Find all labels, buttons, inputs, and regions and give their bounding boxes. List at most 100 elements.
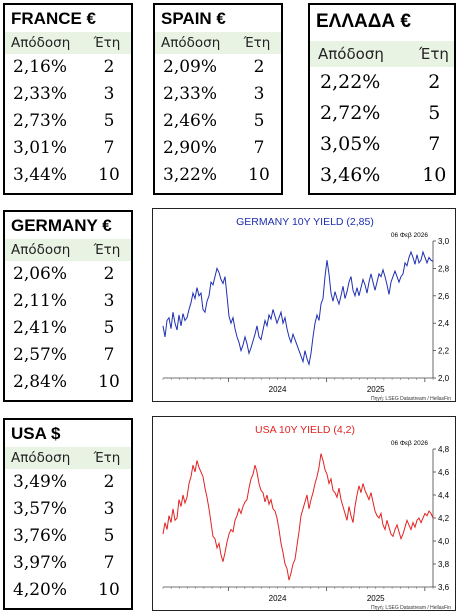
usa-yield-chart: USA 10Y YIELD (4,2) 06 Φεβ 2026 4,8 4,6 4,4 4…: [152, 416, 456, 611]
spain-col-yield: Απόδοση: [161, 35, 221, 51]
greece-title: ΕΛΛΑΔΑ €: [316, 11, 411, 32]
chart-source: Πηγή: LSEG Datastream / HellasFin: [371, 395, 451, 402]
greece-header: Απόδοση Έτη: [310, 41, 454, 67]
yield-cell: 2,73%: [13, 111, 68, 131]
spain-header: Απόδοση Έτη: [155, 32, 281, 54]
yield-cell: 2,90%: [163, 138, 218, 158]
years-cell: 2: [103, 472, 115, 492]
table-row: 2,16% 2: [5, 54, 131, 81]
germany-yield-chart: GERMANY 10Y YIELD (2,85) 06 Φεβ 2026 3,0 2,…: [152, 208, 456, 402]
y-tick-label: 2,4: [438, 319, 450, 328]
usa-rows: 3,49% 2 3,57% 3 3,76% 5 3,97% 7 4,20% 10: [5, 469, 131, 604]
yield-cell: 2,41%: [13, 318, 68, 338]
yield-cell: 3,49%: [13, 472, 68, 492]
table-row: 2,22% 2: [310, 67, 454, 98]
table-row: 3,57% 3: [5, 496, 131, 523]
table-row: 3,44% 10: [5, 162, 131, 189]
france-col-years: Έτη: [93, 35, 121, 51]
x-tick-label: 2025: [367, 594, 385, 603]
spain-yield-table: SPAIN € Απόδοση Έτη 2,09% 2 2,33% 3 2,46% 5…: [153, 3, 283, 195]
chart-source: Πηγή: LSEG Datastream / HellasFin: [371, 604, 451, 611]
y-tick-label: 2,8: [438, 264, 450, 273]
table-row: 3,01% 7: [5, 135, 131, 162]
table-row: 2,46% 5: [155, 108, 281, 135]
years-cell: 5: [103, 526, 115, 546]
usa-title: USA $: [11, 424, 61, 443]
yield-cell: 3,97%: [13, 553, 68, 573]
usa-yield-table: USA $ Απόδοση Έτη 3,49% 2 3,57% 3 3,76% 5 3…: [3, 418, 133, 610]
years-cell: 7: [253, 138, 265, 158]
table-row: 2,73% 5: [5, 108, 131, 135]
yield-cell: 3,44%: [13, 165, 68, 185]
spain-rows: 2,09% 2 2,33% 3 2,46% 5 2,90% 7 3,22% 10: [155, 54, 281, 189]
spain-title: SPAIN €: [161, 9, 226, 28]
series-line: [162, 250, 434, 367]
years-cell: 2: [103, 264, 115, 284]
yield-cell: 3,05%: [320, 133, 381, 155]
usa-col-years: Έτη: [93, 450, 121, 466]
yield-cell: 3,76%: [13, 526, 68, 546]
x-tick-label: 2024: [269, 594, 287, 603]
yield-cell: 4,20%: [13, 580, 68, 600]
years-cell: 3: [253, 84, 265, 104]
yield-cell: 2,06%: [13, 264, 68, 284]
yield-cell: 3,01%: [13, 138, 68, 158]
years-cell: 10: [98, 580, 120, 600]
greece-col-yield: Απόδοση: [318, 45, 384, 63]
y-tick-label: 3,0: [438, 237, 450, 246]
chart-date-label: 06 Φεβ 2026: [391, 440, 429, 447]
x-tick-label: 2024: [269, 385, 287, 394]
years-cell: 5: [428, 102, 441, 124]
yield-cell: 2,33%: [13, 84, 68, 104]
years-cell: 5: [253, 111, 265, 131]
table-row: 2,57% 7: [5, 342, 131, 369]
y-tick-label: 4,4: [438, 491, 450, 500]
yield-cell: 2,16%: [13, 57, 68, 77]
years-cell: 3: [103, 291, 115, 311]
table-row: 2,41% 5: [5, 315, 131, 342]
table-row: 2,33% 3: [155, 81, 281, 108]
years-cell: 10: [422, 164, 447, 186]
table-row: 3,76% 5: [5, 523, 131, 550]
years-cell: 7: [103, 138, 115, 158]
yield-cell: 3,57%: [13, 499, 68, 519]
france-col-yield: Απόδοση: [11, 35, 71, 51]
germany-title: GERMANY €: [11, 216, 112, 235]
france-rows: 2,16% 2 2,33% 3 2,73% 5 3,01% 7 3,44% 10: [5, 54, 131, 189]
years-cell: 2: [103, 57, 115, 77]
germany-header: Απόδοση Έτη: [5, 239, 131, 261]
table-row: 2,06% 2: [5, 261, 131, 288]
table-row: 3,49% 2: [5, 469, 131, 496]
years-cell: 5: [103, 111, 115, 131]
y-tick-label: 4,8: [438, 445, 450, 454]
table-row: 2,90% 7: [155, 135, 281, 162]
table-row: 2,33% 3: [5, 81, 131, 108]
chart-date-label: 06 Φεβ 2026: [391, 232, 429, 239]
yield-cell: 2,09%: [163, 57, 218, 77]
y-tick-label: 2,2: [438, 347, 450, 356]
table-row: 4,20% 10: [5, 577, 131, 604]
table-row: 2,09% 2: [155, 54, 281, 81]
greece-rows: 2,22% 2 2,72% 5 3,05% 7 3,46% 10: [310, 67, 454, 191]
greece-col-years: Έτη: [419, 45, 449, 63]
years-cell: 2: [428, 71, 441, 93]
table-row: 3,46% 10: [310, 160, 454, 191]
years-cell: 7: [103, 345, 115, 365]
yield-cell: 2,72%: [320, 102, 381, 124]
usa-col-yield: Απόδοση: [11, 450, 71, 466]
yield-cell: 2,22%: [320, 71, 381, 93]
years-cell: 2: [253, 57, 265, 77]
chart-title: USA 10Y YIELD (4,2): [255, 424, 355, 436]
x-tick-label: 2025: [367, 385, 385, 394]
yield-cell: 2,11%: [13, 291, 68, 311]
years-cell: 7: [428, 133, 441, 155]
years-cell: 10: [248, 165, 270, 185]
table-row: 3,05% 7: [310, 129, 454, 160]
table-row: 2,84% 10: [5, 369, 131, 396]
spain-col-years: Έτη: [243, 35, 271, 51]
usa-header: Απόδοση Έτη: [5, 447, 131, 469]
series-line: [162, 453, 434, 581]
yield-cell: 2,46%: [163, 111, 218, 131]
germany-yield-table: GERMANY € Απόδοση Έτη 2,06% 2 2,11% 3 2,41…: [3, 210, 133, 402]
chart-title: GERMANY 10Y YIELD (2,85): [236, 216, 374, 228]
